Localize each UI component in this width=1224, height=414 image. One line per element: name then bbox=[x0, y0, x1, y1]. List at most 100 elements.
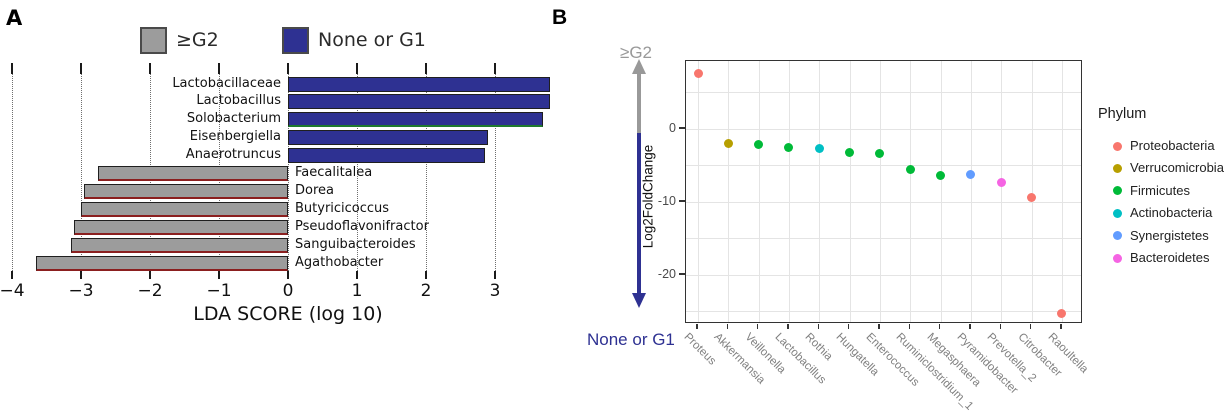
phylum-legend-title: Phylum bbox=[1098, 106, 1147, 122]
panel-gridline-v bbox=[910, 61, 912, 322]
data-point bbox=[996, 177, 1006, 187]
data-point bbox=[905, 164, 915, 174]
data-point bbox=[875, 149, 885, 159]
arrow-shaft-gray bbox=[637, 73, 641, 133]
arrow-shaft-blue bbox=[637, 133, 641, 293]
x-axis-tick bbox=[1060, 324, 1062, 329]
lda-bar bbox=[98, 166, 288, 181]
lda-bar bbox=[288, 94, 551, 110]
data-point bbox=[1057, 309, 1067, 319]
axis-tick-label: 3 bbox=[489, 281, 501, 301]
bar-taxon-label: Dorea bbox=[295, 182, 334, 198]
panel-gridline-v bbox=[819, 61, 821, 322]
x-axis-category-label: Enterococcus bbox=[863, 331, 922, 389]
bar-taxon-label: Anaerotruncus bbox=[185, 147, 281, 163]
bar-taxon-label: Eisenbergiella bbox=[189, 129, 281, 145]
bar-taxon-label: Pseudoflavonifractor bbox=[295, 218, 429, 234]
legend-phylum-label: Actinobacteria bbox=[1130, 205, 1213, 221]
panel-gridline-v bbox=[849, 61, 851, 322]
axis-tick-top bbox=[287, 63, 289, 74]
panel-gridline-v bbox=[788, 61, 790, 322]
bar-taxon-label: Sanguibacteroides bbox=[295, 236, 416, 252]
lda-bar bbox=[288, 130, 489, 146]
panel-gridline-v bbox=[728, 61, 730, 322]
panel-gridline-h bbox=[686, 128, 1081, 130]
axis-tick-top bbox=[80, 63, 82, 74]
axis-tick-label: 0 bbox=[282, 281, 294, 301]
bar-taxon-label: Butyricicoccus bbox=[295, 200, 390, 216]
x-axis-tick bbox=[696, 324, 698, 329]
legend-phylum-label: Synergistetes bbox=[1130, 227, 1209, 243]
legend-phylum-label: Verrucomicrobia bbox=[1130, 160, 1224, 176]
x-axis-tick bbox=[756, 324, 759, 329]
y-axis-tick bbox=[679, 273, 685, 275]
panel-b-bottom-annotation: None or G1 bbox=[587, 330, 675, 349]
x-axis-tick bbox=[969, 324, 971, 329]
legend-color-dot bbox=[1113, 163, 1122, 173]
lda-bar bbox=[70, 237, 288, 253]
axis-tick-bottom bbox=[356, 271, 358, 279]
panel-gridline-v bbox=[1031, 61, 1033, 322]
panel-gridline-h bbox=[686, 274, 1081, 276]
axis-tick-bottom bbox=[11, 271, 13, 279]
legend-color-dot bbox=[1113, 141, 1122, 151]
axis-gridline bbox=[426, 74, 427, 271]
axis-tick-label: −4 bbox=[0, 281, 25, 301]
panel-gridline-v bbox=[698, 61, 699, 322]
y-axis-tick bbox=[679, 127, 685, 129]
panel-gridline-v bbox=[879, 61, 881, 322]
axis-tick-bottom bbox=[149, 271, 151, 279]
legend-color-dot bbox=[1113, 253, 1122, 263]
axis-tick-top bbox=[149, 63, 151, 74]
axis-tick-bottom bbox=[218, 271, 220, 279]
data-point bbox=[754, 140, 764, 150]
axis-tick-top bbox=[218, 63, 220, 74]
legend-swatch bbox=[282, 27, 309, 54]
data-point bbox=[784, 142, 794, 152]
lda-bar bbox=[74, 219, 288, 235]
data-point bbox=[936, 171, 946, 181]
axis-tick-bottom bbox=[425, 271, 427, 279]
axis-tick-bottom bbox=[80, 271, 82, 279]
panel-b-label: B bbox=[552, 6, 568, 29]
bar-taxon-label: Faecalitalea bbox=[295, 165, 373, 180]
down-arrow-icon bbox=[632, 293, 646, 308]
data-point bbox=[723, 138, 733, 148]
axis-tick-label: 2 bbox=[420, 281, 432, 301]
x-axis-tick bbox=[847, 324, 850, 329]
x-axis-tick bbox=[1029, 324, 1032, 329]
x-axis-tick bbox=[726, 324, 729, 329]
panel-gridline-h bbox=[686, 92, 1081, 94]
legend-swatch bbox=[140, 27, 167, 54]
x-axis-tick bbox=[938, 324, 941, 329]
axis-tick-label: 1 bbox=[351, 281, 363, 301]
legend-color-dot bbox=[1113, 186, 1122, 196]
panel-gridline-h bbox=[686, 165, 1081, 167]
panel-a-label: A bbox=[6, 6, 23, 30]
axis-tick-top bbox=[494, 63, 496, 74]
data-point bbox=[693, 68, 703, 78]
bar-taxon-label: Lactobacillus bbox=[196, 93, 281, 109]
x-axis-tick bbox=[787, 324, 789, 329]
legend-color-dot bbox=[1113, 231, 1122, 241]
data-point bbox=[845, 148, 855, 158]
panel-gridline-h bbox=[686, 311, 1081, 313]
y-axis-tick-label: 0 bbox=[669, 120, 676, 135]
y-axis-tick-label: -10 bbox=[657, 193, 676, 208]
panel-gridline-v bbox=[940, 61, 942, 322]
x-axis-tick bbox=[999, 324, 1002, 329]
lda-bar bbox=[288, 76, 551, 92]
log2fc-scatter-plot bbox=[685, 60, 1082, 323]
legend-label: ≥G2 bbox=[176, 29, 219, 51]
lda-bar bbox=[288, 112, 544, 128]
axis-tick-bottom bbox=[494, 271, 496, 279]
up-arrow-icon bbox=[632, 59, 646, 74]
axis-tick-bottom bbox=[287, 271, 289, 279]
panel-gridline-h bbox=[686, 201, 1081, 203]
axis-tick-label: −1 bbox=[206, 281, 232, 301]
axis-tick-label: −2 bbox=[137, 281, 163, 301]
lda-bar bbox=[84, 183, 288, 199]
